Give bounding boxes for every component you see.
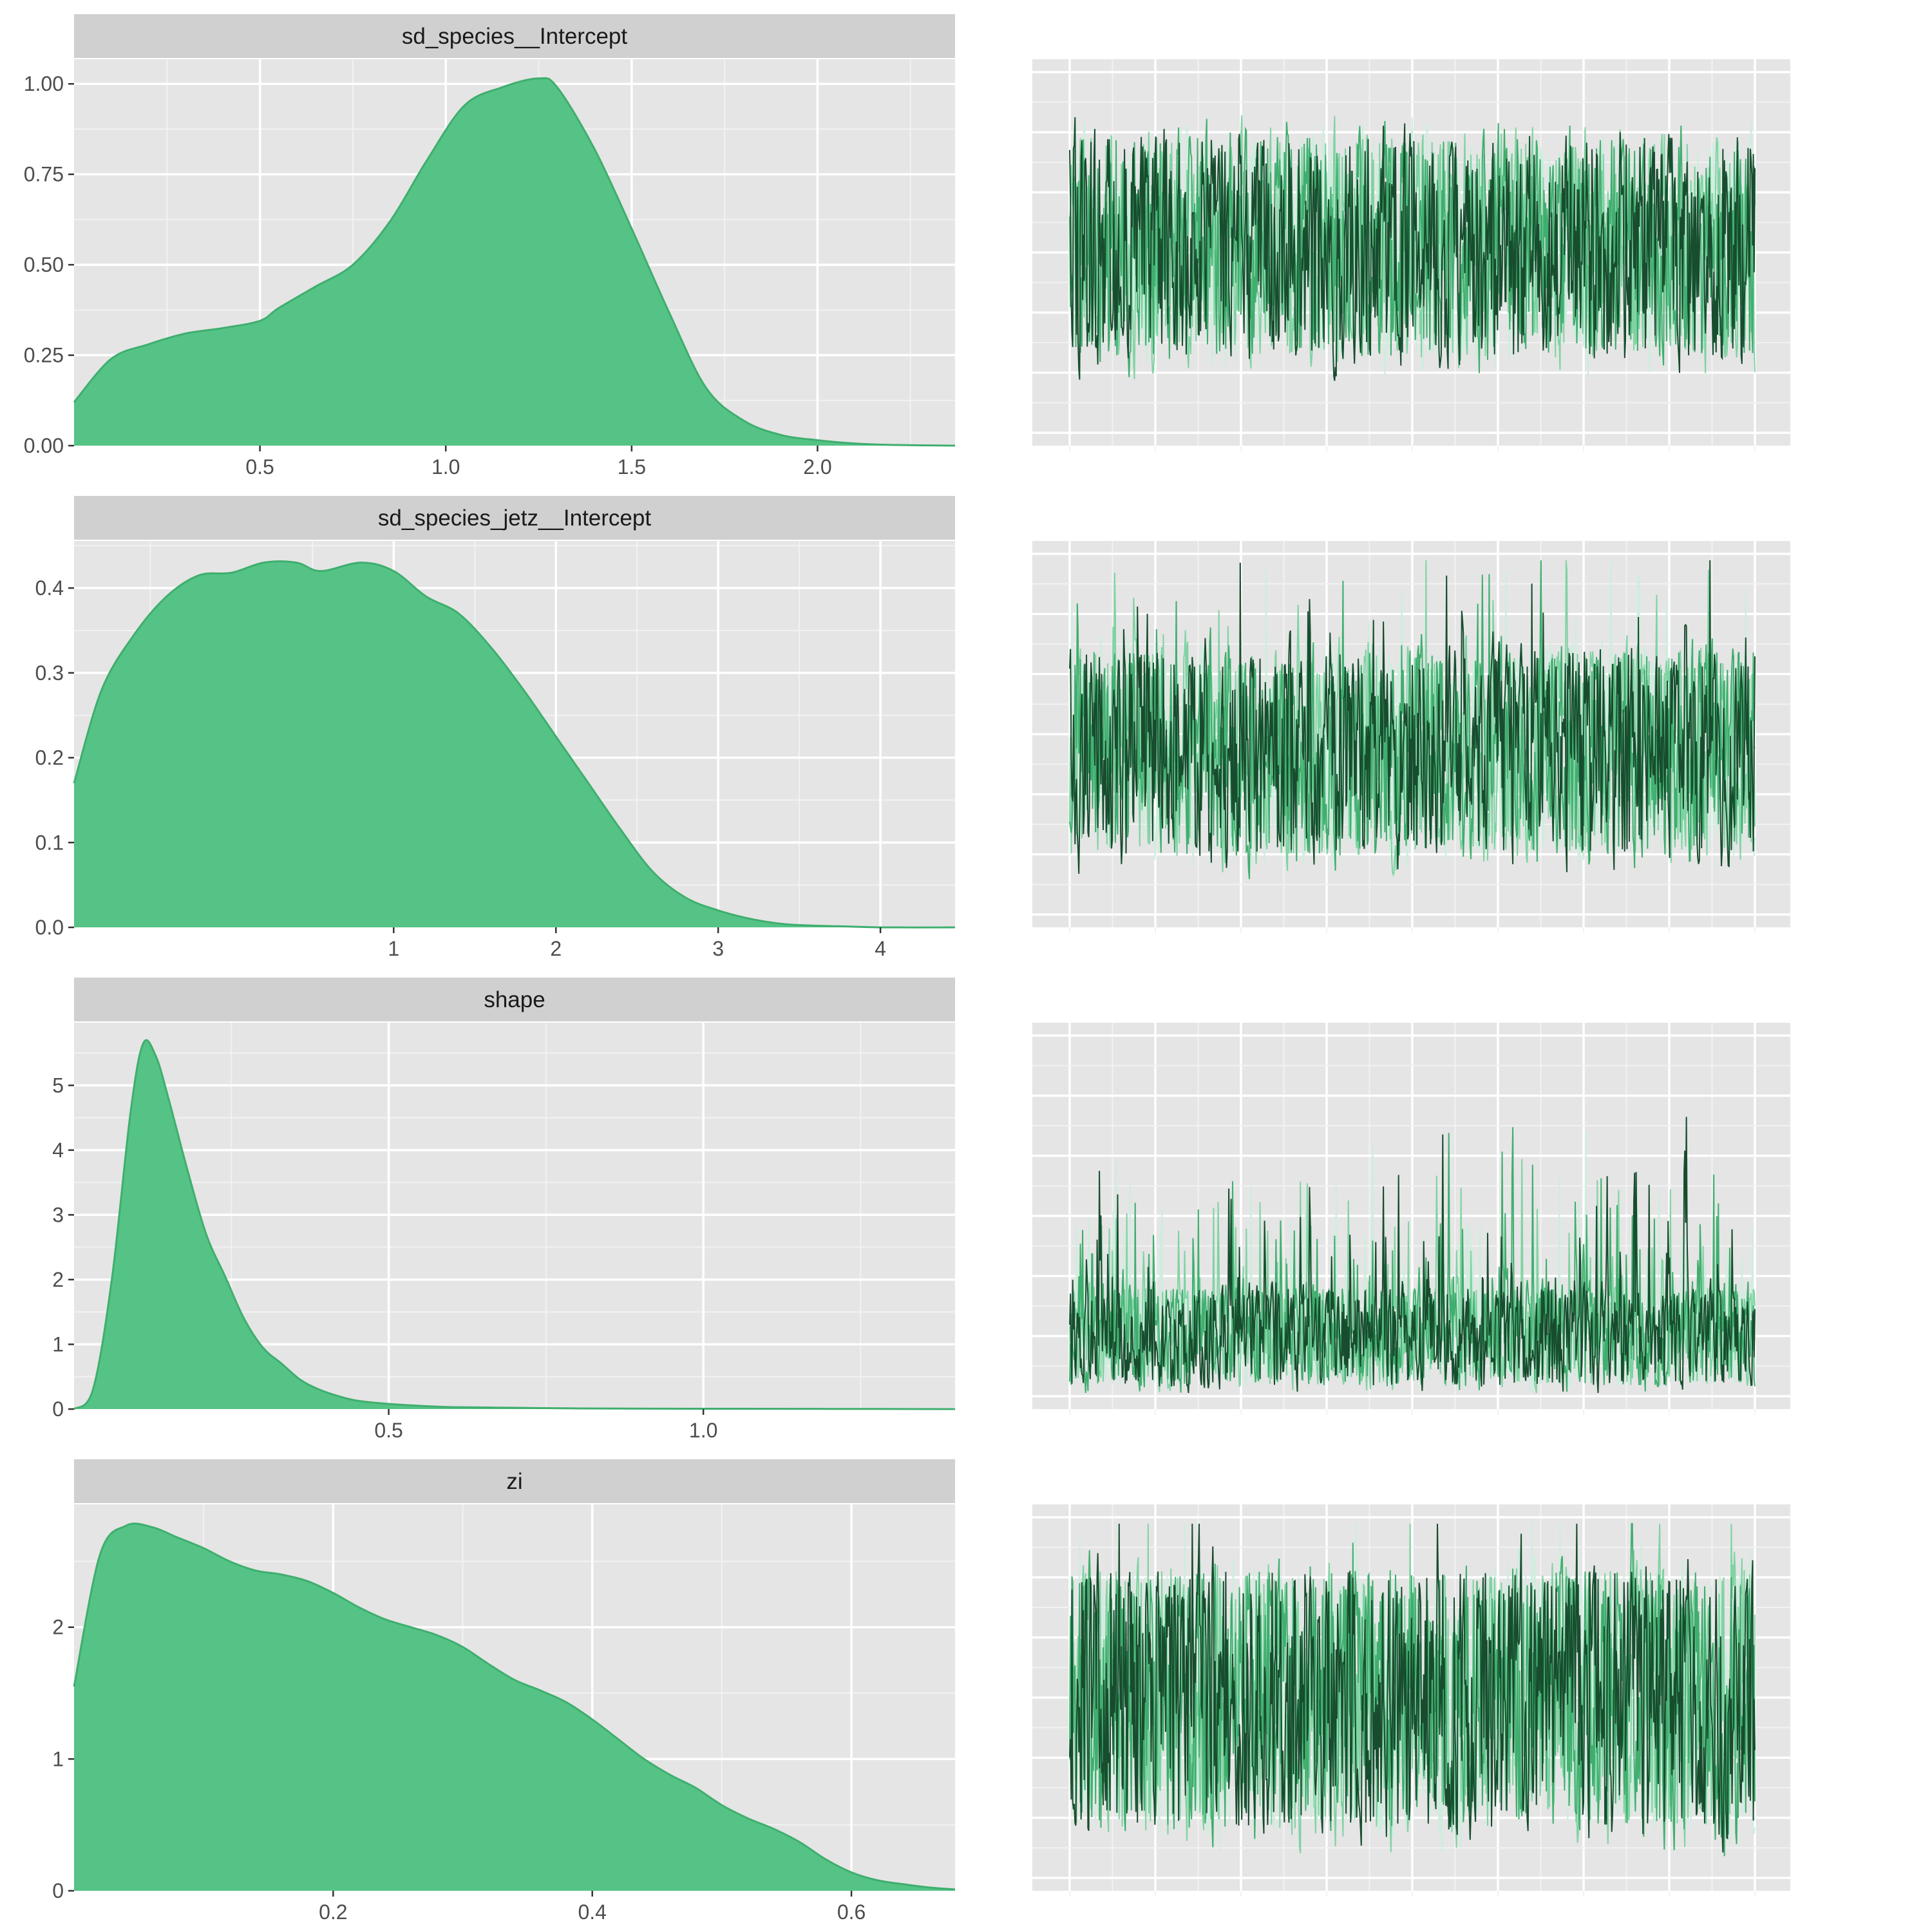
chain-4-trace <box>1069 1523 1756 1853</box>
y-tick-label: 0.2 <box>35 746 64 770</box>
x-tick-label: 4 <box>875 937 886 960</box>
y-tick-label: 0 <box>52 1397 64 1421</box>
x-tick-label: 0.2 <box>319 1900 347 1924</box>
y-tick-label: 4 <box>52 1139 64 1162</box>
x-tick-label: 2 <box>550 937 562 960</box>
y-tick-label: 1 <box>52 1747 64 1770</box>
x-tick-label: 0.6 <box>837 1900 866 1924</box>
x-tick-label: 3 <box>712 937 724 960</box>
density-area <box>74 78 955 446</box>
facet-strip <box>74 978 955 1021</box>
chain-4-trace <box>1069 117 1756 381</box>
chain-4-trace <box>1069 1117 1756 1394</box>
y-tick-label: 0.4 <box>35 576 64 600</box>
y-tick-label: 0.50 <box>24 253 64 276</box>
trace-panel-2 <box>1032 541 1790 933</box>
x-tick-label: 0.4 <box>578 1900 606 1924</box>
chain-4-trace <box>1069 560 1756 874</box>
facet-strip-label: sd_species_jetz__Intercept <box>378 506 651 531</box>
x-tick-label: 1.5 <box>618 455 646 478</box>
density-panel-1: sd_species__Intercept 0.5 1.0 1.5 2.0 0.00 0.2… <box>24 14 956 478</box>
y-tick-label: 0.75 <box>24 163 64 186</box>
chain-2-trace <box>1069 115 1756 379</box>
facet-strip-label: sd_species__Intercept <box>402 24 627 49</box>
y-tick-label: 1 <box>52 1332 64 1356</box>
density-panel-3: shape 0.5 1.0 0 1 2 3 4 5 <box>52 978 956 1442</box>
trace-panel-4 <box>1032 1504 1790 1897</box>
x-tick-label: 1 <box>388 937 399 960</box>
density-curve <box>73 560 956 929</box>
density-curve <box>73 77 956 447</box>
density-area <box>74 1523 955 1891</box>
y-tick-label: 2 <box>52 1616 64 1639</box>
y-tick-label: 5 <box>52 1074 64 1097</box>
x-tick-label: 1.0 <box>689 1419 717 1442</box>
trace-panel-3 <box>1032 1023 1790 1415</box>
y-tick-label: 2 <box>52 1268 64 1291</box>
y-tick-label: 0.3 <box>35 661 64 685</box>
facet-strip <box>74 1459 955 1503</box>
y-tick-label: 0.1 <box>35 831 64 854</box>
trace-panels <box>1032 59 1790 1897</box>
y-tick-label: 0.00 <box>24 434 64 457</box>
y-tick-label: 0 <box>52 1879 64 1902</box>
density-curve <box>73 1039 956 1410</box>
density-area <box>74 561 955 928</box>
chain-2-trace <box>1069 1523 1756 1854</box>
trace-panel-1 <box>1032 59 1790 451</box>
density-curve <box>73 1522 956 1891</box>
x-tick-label: 1.0 <box>431 455 460 478</box>
x-tick-label: 2.0 <box>803 455 831 478</box>
y-tick-label: 1.00 <box>24 72 64 95</box>
facet-strip <box>74 496 955 540</box>
y-tick-label: 0.0 <box>35 916 64 939</box>
y-tick-label: 0.25 <box>24 344 64 367</box>
facet-strip <box>74 14 955 58</box>
y-tick-label: 3 <box>52 1203 64 1226</box>
density-panel-4: zi 0.2 0.4 0.6 0 1 2 <box>52 1459 956 1924</box>
density-panel-2: sd_species_jetz__Intercept 1 2 3 4 0.0 0.1 0.2 0… <box>35 496 956 960</box>
x-tick-label: 0.5 <box>245 455 274 478</box>
x-tick-label: 0.5 <box>374 1419 402 1442</box>
facet-strip-label: zi <box>506 1469 522 1494</box>
facet-strip-label: shape <box>484 987 545 1012</box>
